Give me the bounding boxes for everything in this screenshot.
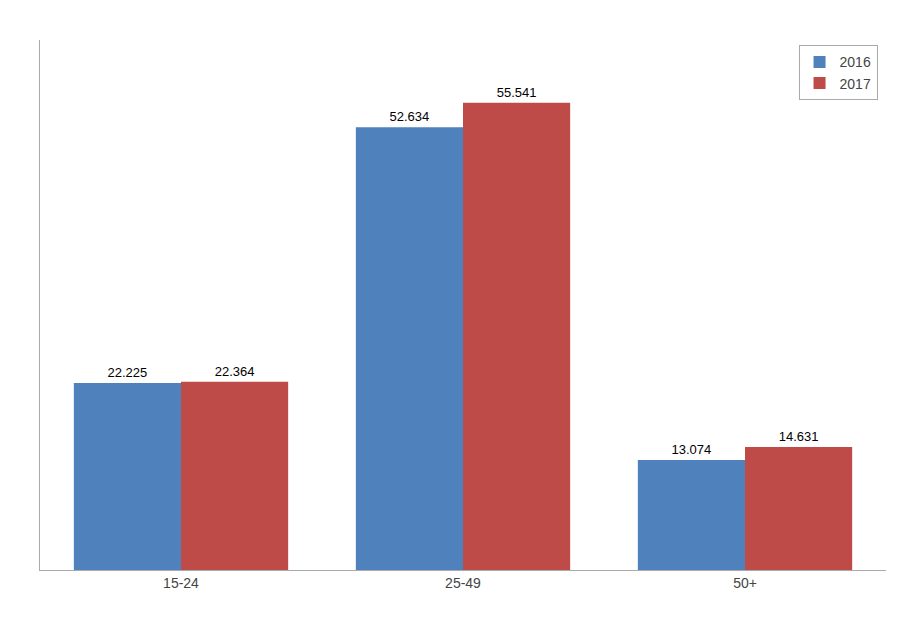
svg-text:22.364: 22.364: [215, 364, 255, 379]
svg-text:13.074: 13.074: [672, 442, 712, 457]
svg-text:55.541: 55.541: [497, 85, 537, 100]
svg-text:14.631: 14.631: [779, 429, 819, 444]
svg-text:2017: 2017: [840, 76, 871, 92]
svg-text:22.225: 22.225: [108, 365, 148, 380]
svg-text:2016: 2016: [840, 54, 871, 70]
svg-text:52.634: 52.634: [390, 109, 430, 124]
svg-text:15-24: 15-24: [163, 575, 199, 591]
svg-text:25-49: 25-49: [445, 575, 481, 591]
svg-text:50+: 50+: [733, 575, 757, 591]
